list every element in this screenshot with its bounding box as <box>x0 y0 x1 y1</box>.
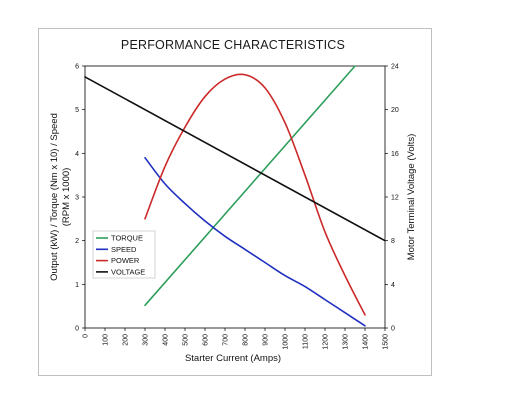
x-tick-label: 1300 <box>343 334 350 350</box>
y-right-tick-label: 8 <box>391 238 395 245</box>
series-group <box>84 65 386 327</box>
x-tick-label: 500 <box>183 334 190 346</box>
y-left-axis-label-line2: (RPM x 1000) <box>61 168 72 227</box>
y-left-axis-label: Output (kW) / Torque (Nm x 10) / Speed (… <box>49 113 72 281</box>
series-line-voltage <box>84 76 386 242</box>
plot-border <box>84 65 386 329</box>
y-right-axis-ticks: 0 4 8 12 16 20 24 <box>385 64 399 333</box>
legend-label-voltage: VOLTAGE <box>111 268 145 277</box>
y-right-tick-label: 24 <box>391 64 399 71</box>
legend-label-speed: SPEED <box>111 245 137 254</box>
x-tick-label: 400 <box>163 334 170 346</box>
legend-box <box>92 230 156 279</box>
x-tick-label: 1400 <box>363 334 370 350</box>
y-left-tick-label: 3 <box>75 195 79 202</box>
y-left-axis-label-line1: Output (kW) / Torque (Nm x 10) / Speed <box>49 113 60 281</box>
y-left-tick-label: 1 <box>75 282 79 289</box>
x-axis-label: Starter Current (Amps) <box>185 353 281 364</box>
x-tick-label: 100 <box>103 334 110 346</box>
plot-area <box>84 65 386 329</box>
y-right-tick-label: 16 <box>391 151 399 158</box>
x-tick-label: 800 <box>243 334 250 346</box>
y-left-axis-ticks: 0 1 2 3 4 5 6 <box>75 64 85 333</box>
x-tick-label: 1500 <box>383 334 390 350</box>
x-axis-ticks: 0 100 200 300 400 500 600 700 800 900 1000 1100 1200… <box>83 328 390 350</box>
x-tick-label: 200 <box>123 334 130 346</box>
y-right-axis-label-wrap: Motor Terminal Voltage (Volts) <box>406 134 417 261</box>
y-right-tick-label: 12 <box>391 195 399 202</box>
y-right-axis-label: Motor Terminal Voltage (Volts) <box>406 134 417 261</box>
x-tick-label: 700 <box>223 334 230 346</box>
y-left-tick-label: 0 <box>75 326 79 333</box>
legend-label-torque: TORQUE <box>111 234 143 243</box>
legend-label-power: POWER <box>111 256 140 265</box>
x-tick-label: 1100 <box>303 334 310 349</box>
x-tick-label: 1000 <box>283 334 290 350</box>
x-tick-label: 600 <box>203 334 210 346</box>
x-tick-label: 900 <box>263 334 270 346</box>
y-left-tick-label: 4 <box>75 151 79 158</box>
y-left-tick-label: 2 <box>75 238 79 245</box>
x-tick-label: 0 <box>83 334 90 338</box>
y-right-tick-label: 20 <box>391 107 399 114</box>
legend: TORQUE SPEED POWER VOLTAGE <box>92 230 156 279</box>
x-tick-label: 1200 <box>323 334 330 350</box>
chart-title: PERFORMANCE CHARACTERISTICS <box>121 38 345 52</box>
y-left-tick-label: 6 <box>75 64 79 71</box>
y-right-tick-label: 0 <box>391 326 395 333</box>
series-line-speed <box>144 156 366 327</box>
series-line-torque <box>144 65 356 307</box>
y-right-tick-label: 4 <box>391 282 395 289</box>
x-tick-label: 300 <box>143 334 150 346</box>
series-line-power <box>144 73 366 316</box>
y-left-tick-label: 5 <box>75 107 79 114</box>
